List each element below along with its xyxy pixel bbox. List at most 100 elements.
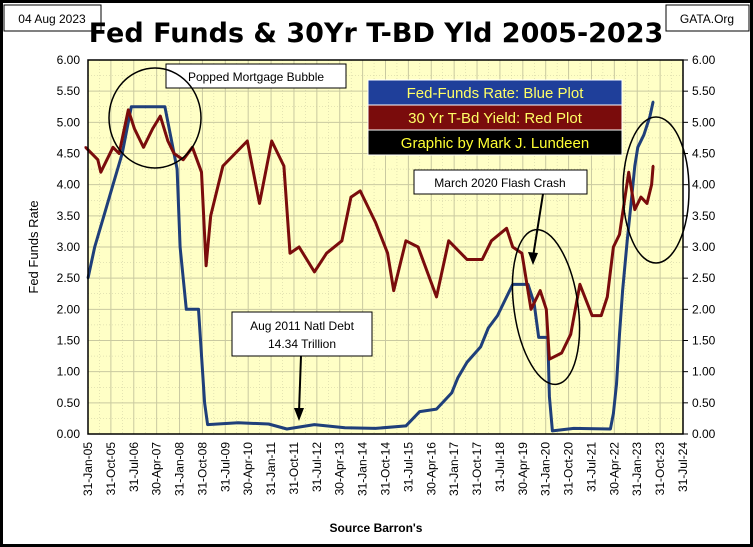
treasury-yield-point	[166, 139, 170, 143]
fed-funds-point	[175, 167, 179, 171]
date-box	[3, 4, 102, 32]
fed-funds-point	[456, 376, 460, 380]
y-tick-label-left: 5.50	[57, 84, 81, 98]
site-box	[665, 4, 750, 32]
fed-funds-point	[615, 382, 618, 386]
treasury-yield-point	[606, 295, 609, 299]
treasury-yield-point	[172, 152, 176, 155]
fed-funds-point	[465, 361, 469, 364]
debt-arrow-head	[294, 408, 304, 421]
fed-funds-point	[479, 345, 482, 348]
treasury-yield-point	[133, 127, 136, 130]
treasury-yield-point	[159, 114, 162, 118]
x-tick-label: 30-Apr-10	[241, 442, 255, 496]
plot-border	[87, 59, 684, 435]
debt-annotation-line2: 14.34 Trillion	[268, 337, 336, 351]
x-tick-label: 31-Jan-14	[356, 442, 370, 496]
x-axis-title: Source Barron's	[330, 521, 423, 535]
fed-funds-point	[648, 114, 652, 118]
treasury-yield-point	[96, 158, 99, 161]
y-tick-label-right: 1.00	[692, 365, 716, 379]
fed-funds-point	[505, 295, 508, 299]
treasury-yield-point	[560, 351, 563, 355]
treasury-yield-point	[204, 264, 208, 267]
legend-item-label: 30 Yr T-Bd Yield: Red Plot	[408, 110, 583, 127]
fed-funds-point	[313, 423, 316, 426]
y-tick-label-right: 6.00	[692, 53, 716, 67]
treasury-yield-point	[590, 314, 594, 317]
treasury-yield-point	[548, 358, 551, 361]
y-tick-label-right: 4.50	[692, 147, 716, 161]
legend-item-label: Graphic by Mark J. Lundeen	[401, 135, 589, 152]
fed-funds-point	[612, 412, 615, 415]
treasury-yield-point	[529, 308, 533, 311]
treasury-yield-point	[645, 202, 649, 205]
treasury-yield-point	[84, 146, 87, 149]
fed-funds-point	[285, 427, 289, 431]
treasury-yield-point	[264, 171, 267, 174]
treasury-yield-point	[490, 239, 493, 242]
y-tick-label-right: 3.50	[692, 209, 716, 223]
y-tick-label-left: 0.00	[57, 427, 81, 441]
fed-funds-point	[203, 401, 206, 405]
x-tick-label: 31-Jan-17	[447, 442, 461, 496]
x-tick-label: 31-Jul-09	[218, 442, 232, 492]
x-tick-label: 30-Apr-07	[150, 442, 164, 496]
bubble-annotation: Popped Mortgage Bubble	[188, 70, 324, 84]
treasury-yield-point	[618, 233, 621, 236]
fed-funds-point	[111, 183, 115, 186]
y-tick-label-right: 5.00	[692, 115, 716, 129]
fed-funds-point	[625, 239, 629, 242]
treasury-yield-point	[99, 171, 103, 174]
treasury-yield-point	[117, 152, 121, 155]
y-tick-label-left: 1.50	[57, 334, 81, 348]
fed-funds-point	[206, 423, 209, 426]
treasury-yield-point	[539, 289, 542, 292]
fed-funds-point	[621, 289, 624, 292]
x-tick-label: 31-Jul-24	[676, 442, 690, 492]
treasury-yield-point	[392, 289, 395, 292]
treasury-yield-point	[127, 108, 130, 112]
crash-arrow-head	[528, 252, 538, 265]
y-tick-label-left: 4.00	[57, 178, 81, 192]
x-tick-label: 31-Oct-05	[104, 442, 118, 496]
fed-funds-point	[642, 133, 646, 136]
treasury-yield-point	[288, 252, 292, 255]
crash-annotation: March 2020 Flash Crash	[434, 176, 565, 190]
fed-funds-point	[197, 308, 200, 311]
bubble-circle	[108, 67, 202, 169]
x-tick-label: 31-Oct-23	[653, 442, 667, 496]
treasury-yield-point	[505, 227, 508, 230]
treasury-yield-point	[209, 214, 212, 218]
debt-annotation-line1: Aug 2011 Natl Debt	[250, 319, 355, 333]
x-tick-label: 31-Jul-15	[401, 442, 415, 492]
x-tick-label: 31-Jul-21	[584, 442, 598, 492]
fed-funds-point	[435, 407, 438, 411]
treasury-yield-point	[481, 258, 484, 261]
y-tick-label-right: 1.50	[692, 334, 716, 348]
x-tick-label: 31-Jul-06	[127, 442, 141, 492]
fed-funds-point	[130, 105, 133, 108]
treasury-yield-point	[142, 146, 145, 149]
treasury-yield-point	[313, 270, 316, 274]
chart-title: Fed Funds & 30Yr T-BD Yld 2005-2023	[89, 18, 664, 49]
fed-funds-point	[572, 427, 575, 430]
legend-item-box	[367, 129, 623, 156]
x-tick-label: 30-Apr-22	[607, 442, 621, 496]
fed-funds-point	[404, 424, 408, 428]
treasury-yield-point	[349, 195, 353, 199]
fed-funds-point	[618, 333, 621, 336]
treasury-yield-point	[520, 252, 524, 255]
fed-funds-point	[496, 314, 499, 317]
fed-funds-point	[163, 105, 167, 108]
x-tick-label: 31-Jan-20	[539, 442, 553, 496]
fed-funds-point	[145, 105, 148, 108]
fed-funds-point	[651, 100, 655, 103]
y-tick-label-right: 3.00	[692, 240, 716, 254]
x-tick-label: 31-Oct-08	[195, 442, 209, 496]
y-tick-label-left: 1.00	[57, 365, 81, 379]
fed-funds-point	[267, 422, 270, 426]
fed-funds-point	[185, 308, 188, 311]
y-tick-label-left: 0.50	[57, 396, 81, 410]
